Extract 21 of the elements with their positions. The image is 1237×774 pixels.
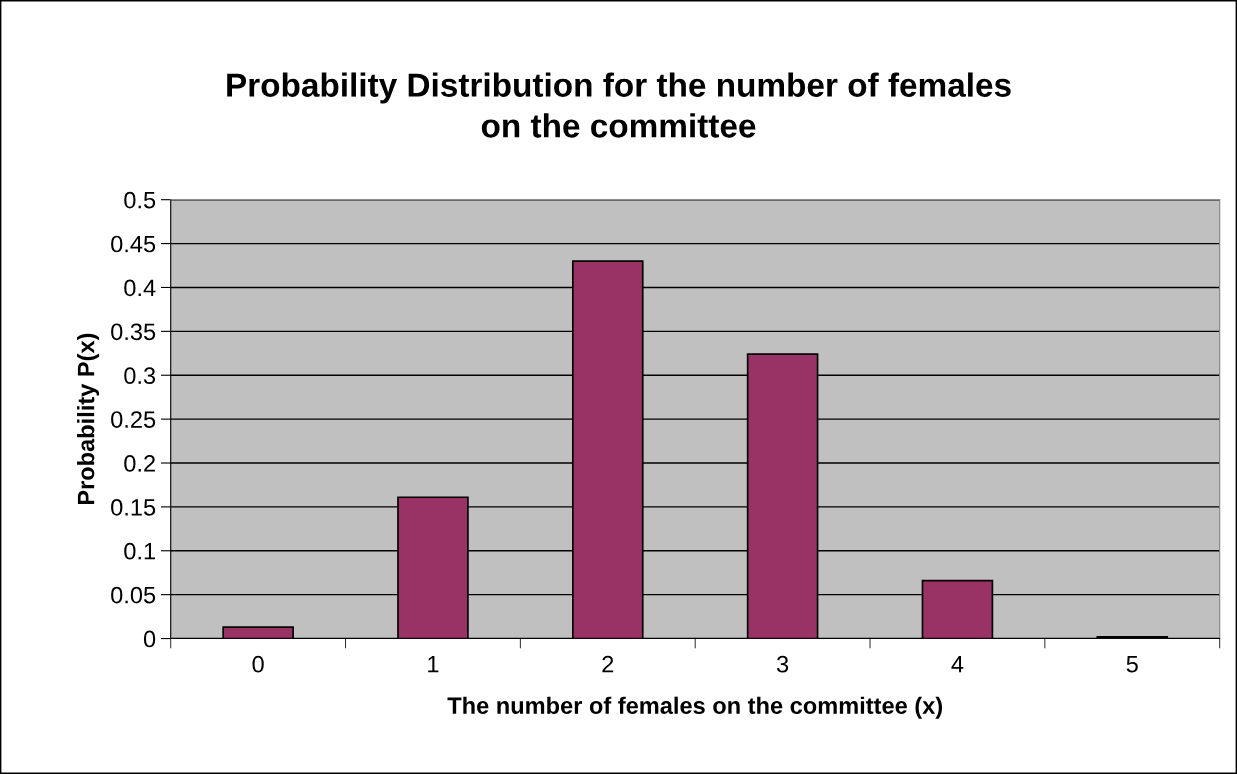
x-tick-label: 2 bbox=[602, 655, 614, 673]
y-tick-label: 0.5 bbox=[124, 191, 156, 209]
y-tick-label: 0.35 bbox=[111, 323, 156, 341]
bar bbox=[222, 626, 294, 639]
x-tick-label: 4 bbox=[951, 656, 964, 673]
y-tick-label: 0.4 bbox=[124, 279, 156, 297]
y-tick-label: 0.05 bbox=[111, 586, 156, 604]
y-tick-label: 0.2 bbox=[124, 455, 155, 472]
y-tick-label: 0.1 bbox=[124, 542, 155, 560]
y-tick-label: 0.25 bbox=[111, 411, 156, 428]
x-tick-label: 5 bbox=[1126, 656, 1138, 673]
x-tick-label: 3 bbox=[776, 655, 789, 673]
y-tick-label: 0.45 bbox=[111, 235, 156, 253]
y-tick-label: 0.3 bbox=[124, 367, 156, 385]
x-tick-label: 0 bbox=[252, 655, 264, 673]
y-axis-title: Probability P(x) bbox=[77, 333, 100, 505]
y-tick-label: 0.15 bbox=[111, 498, 156, 516]
x-tick-label: 1 bbox=[428, 656, 439, 673]
chart-title: Probability Distribution for the number of females on the committee bbox=[227, 72, 1011, 138]
x-axis-title: The number of females on the committee (x) bbox=[447, 696, 942, 719]
y-tick-label: 0 bbox=[143, 630, 156, 648]
